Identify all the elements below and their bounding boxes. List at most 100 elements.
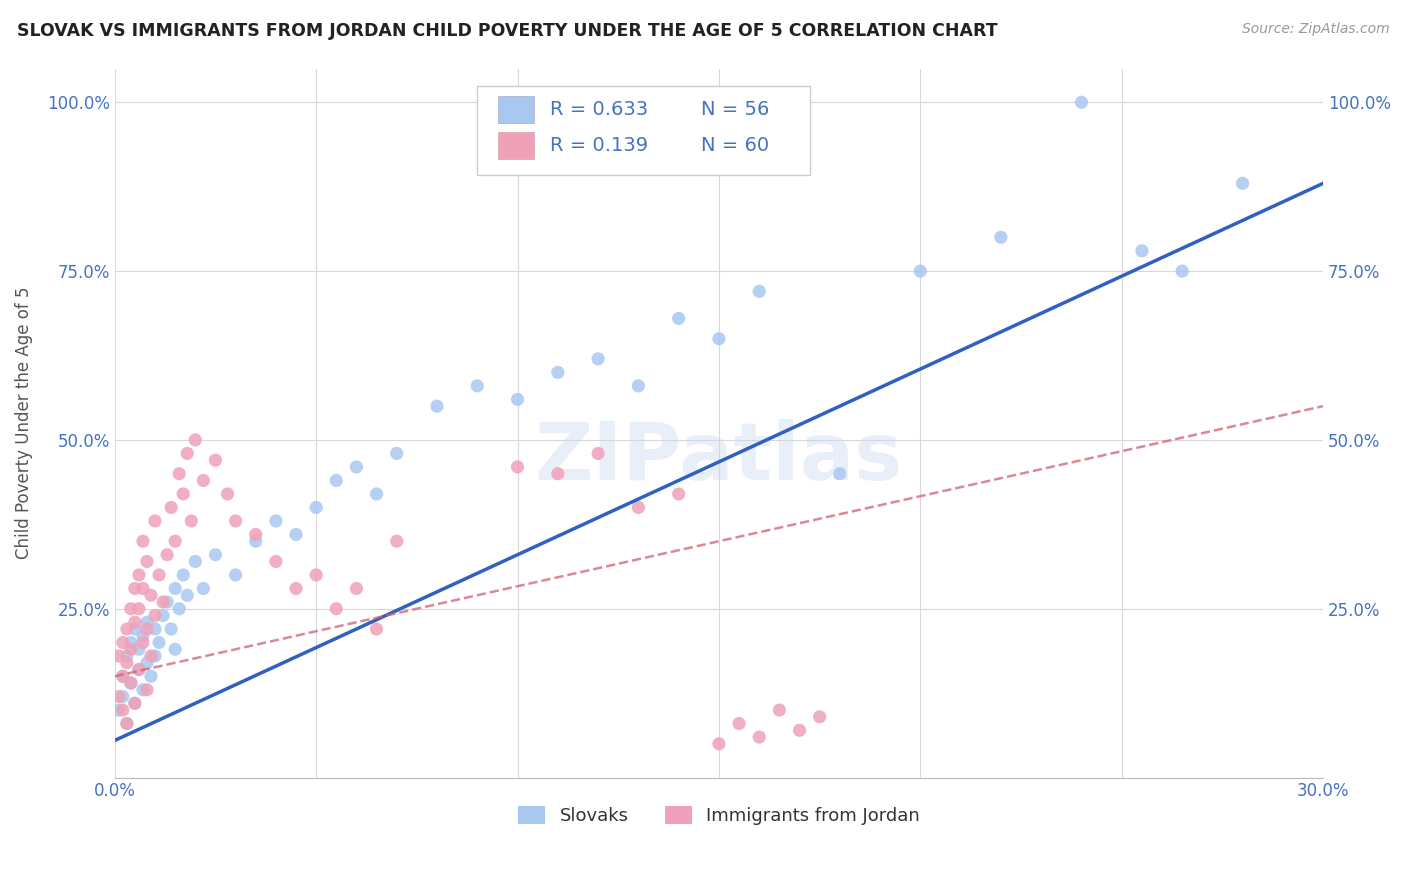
Point	[111, 669, 134, 683]
FancyBboxPatch shape	[477, 87, 810, 175]
Point	[152, 595, 174, 609]
Point	[120, 635, 142, 649]
Point	[728, 716, 751, 731]
Point	[124, 622, 146, 636]
FancyBboxPatch shape	[498, 96, 534, 123]
Point	[808, 710, 831, 724]
Point	[1171, 264, 1194, 278]
Point	[111, 690, 134, 704]
Point	[586, 446, 609, 460]
Point	[547, 365, 569, 379]
Point	[148, 635, 170, 649]
Point	[264, 514, 287, 528]
Text: SLOVAK VS IMMIGRANTS FROM JORDAN CHILD POVERTY UNDER THE AGE OF 5 CORRELATION CH: SLOVAK VS IMMIGRANTS FROM JORDAN CHILD P…	[17, 22, 997, 40]
Point	[120, 676, 142, 690]
Point	[707, 332, 730, 346]
Point	[139, 588, 162, 602]
Point	[184, 554, 207, 568]
Text: ZIPatlas: ZIPatlas	[534, 419, 903, 498]
Point	[346, 459, 368, 474]
Point	[426, 399, 449, 413]
Point	[120, 601, 142, 615]
Point	[668, 311, 690, 326]
Point	[305, 500, 328, 515]
Point	[136, 682, 159, 697]
Point	[124, 696, 146, 710]
Point	[828, 467, 851, 481]
Point	[193, 582, 215, 596]
Point	[748, 730, 770, 744]
Point	[124, 582, 146, 596]
Point	[165, 582, 187, 596]
Point	[193, 474, 215, 488]
Point	[156, 548, 179, 562]
Point	[325, 601, 347, 615]
Point	[115, 622, 138, 636]
Text: Source: ZipAtlas.com: Source: ZipAtlas.com	[1241, 22, 1389, 37]
Point	[990, 230, 1012, 244]
Point	[217, 487, 239, 501]
Point	[225, 514, 247, 528]
Point	[506, 392, 529, 407]
Point	[366, 622, 388, 636]
Point	[128, 642, 150, 657]
Point	[115, 656, 138, 670]
Point	[366, 487, 388, 501]
Point	[184, 433, 207, 447]
Point	[225, 568, 247, 582]
Point	[385, 534, 408, 549]
Point	[167, 601, 190, 615]
Point	[176, 446, 198, 460]
Point	[160, 500, 183, 515]
Point	[305, 568, 328, 582]
Point	[111, 669, 134, 683]
Point	[285, 582, 308, 596]
Point	[128, 663, 150, 677]
Point	[385, 446, 408, 460]
Point	[111, 635, 134, 649]
Point	[768, 703, 790, 717]
Point	[285, 527, 308, 541]
Point	[128, 568, 150, 582]
Point	[124, 615, 146, 630]
Point	[789, 95, 811, 110]
Point	[506, 459, 529, 474]
Text: R = 0.633: R = 0.633	[550, 100, 648, 120]
Point	[1070, 95, 1092, 110]
Point	[245, 527, 267, 541]
Legend: Slovaks, Immigrants from Jordan: Slovaks, Immigrants from Jordan	[517, 805, 920, 825]
Point	[325, 474, 347, 488]
Point	[148, 568, 170, 582]
Text: R = 0.139: R = 0.139	[550, 136, 648, 154]
Point	[107, 703, 129, 717]
Point	[115, 716, 138, 731]
Point	[136, 656, 159, 670]
Point	[465, 379, 488, 393]
Point	[547, 467, 569, 481]
Point	[132, 682, 155, 697]
Point	[132, 635, 155, 649]
Text: N = 56: N = 56	[700, 100, 769, 120]
Point	[180, 514, 202, 528]
Point	[136, 554, 159, 568]
Point	[627, 379, 650, 393]
Point	[139, 669, 162, 683]
Point	[245, 534, 267, 549]
Point	[156, 595, 179, 609]
Point	[910, 264, 932, 278]
Point	[143, 622, 166, 636]
Point	[152, 608, 174, 623]
Point	[143, 608, 166, 623]
Y-axis label: Child Poverty Under the Age of 5: Child Poverty Under the Age of 5	[15, 287, 32, 559]
Text: N = 60: N = 60	[700, 136, 769, 154]
Point	[111, 703, 134, 717]
Point	[143, 648, 166, 663]
Point	[120, 676, 142, 690]
Point	[124, 696, 146, 710]
Point	[346, 582, 368, 596]
Point	[264, 554, 287, 568]
Point	[789, 723, 811, 738]
Point	[136, 622, 159, 636]
Point	[165, 642, 187, 657]
Point	[160, 622, 183, 636]
